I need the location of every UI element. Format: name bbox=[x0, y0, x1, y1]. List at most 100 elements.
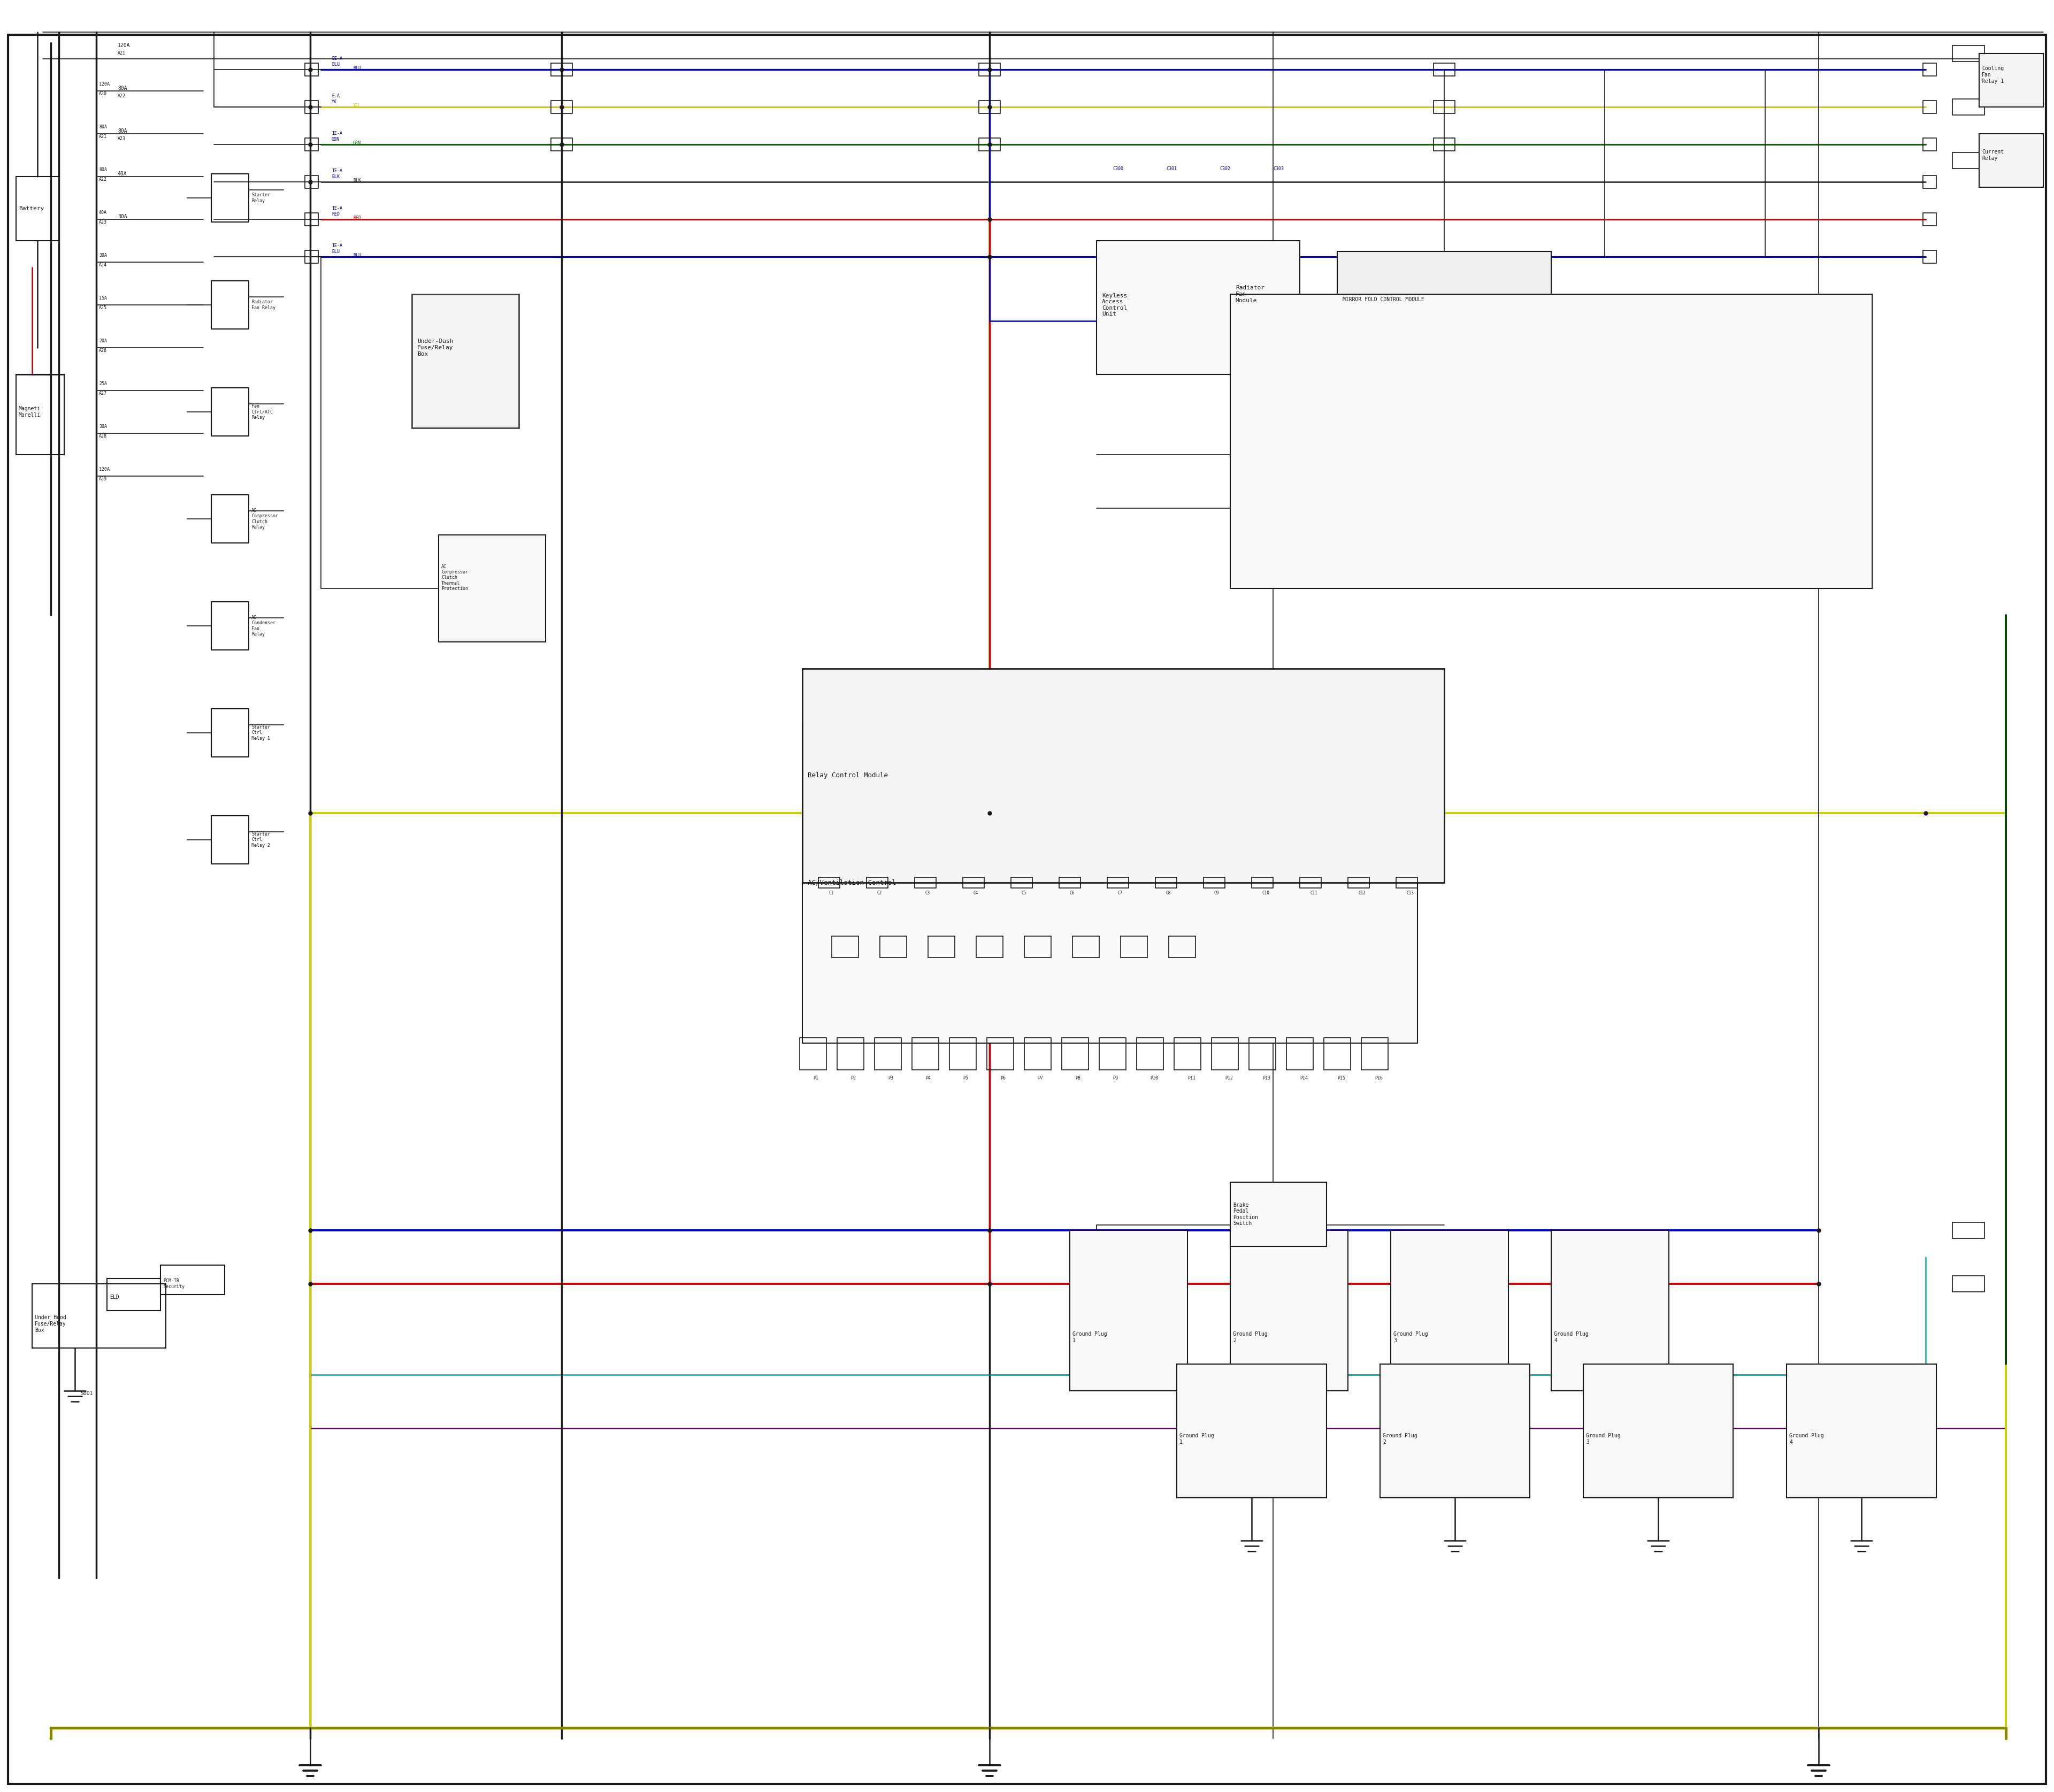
Bar bbox=[304, 176, 318, 188]
Text: Radiator
Fan
Module: Radiator Fan Module bbox=[1237, 285, 1265, 303]
Text: A22: A22 bbox=[117, 93, 125, 99]
Bar bbox=[832, 935, 859, 957]
Bar bbox=[212, 815, 249, 864]
Text: Starter
Ctrl
Relay 2: Starter Ctrl Relay 2 bbox=[251, 831, 271, 848]
Text: A23: A23 bbox=[117, 136, 125, 142]
Bar bbox=[875, 1038, 902, 1070]
Text: P14: P14 bbox=[1300, 1075, 1308, 1081]
Bar bbox=[1300, 878, 1321, 889]
Text: Magneti
Marelli: Magneti Marelli bbox=[18, 407, 41, 418]
Bar bbox=[1121, 935, 1148, 957]
Text: 80A: 80A bbox=[99, 125, 107, 129]
Bar bbox=[550, 100, 573, 113]
Bar bbox=[1953, 1276, 1984, 1292]
Text: A25: A25 bbox=[99, 305, 107, 310]
Text: C303: C303 bbox=[1273, 167, 1284, 170]
Text: Radiator
Fan Relay: Radiator Fan Relay bbox=[251, 299, 275, 310]
Text: C9: C9 bbox=[1214, 891, 1220, 896]
Bar bbox=[1923, 176, 1937, 188]
Bar bbox=[33, 1283, 166, 1348]
Text: IE-A
BLK: IE-A BLK bbox=[331, 168, 343, 179]
Text: 25A: 25A bbox=[99, 382, 107, 387]
Bar bbox=[550, 138, 573, 151]
Text: C3: C3 bbox=[926, 891, 930, 896]
Text: Ground Plug
3: Ground Plug 3 bbox=[1586, 1434, 1621, 1444]
Bar bbox=[160, 1265, 224, 1294]
Bar bbox=[1584, 1364, 1734, 1498]
Text: C7: C7 bbox=[1117, 891, 1124, 896]
Bar bbox=[1060, 878, 1080, 889]
Bar bbox=[550, 63, 573, 75]
Text: C12: C12 bbox=[1358, 891, 1366, 896]
Text: Starter
Ctrl
Relay 1: Starter Ctrl Relay 1 bbox=[251, 726, 271, 740]
Text: P6: P6 bbox=[1000, 1075, 1006, 1081]
Text: P10: P10 bbox=[1150, 1075, 1158, 1081]
Text: RED: RED bbox=[353, 215, 362, 220]
Text: C301: C301 bbox=[1167, 167, 1177, 170]
Bar bbox=[1062, 1038, 1089, 1070]
Bar bbox=[304, 213, 318, 226]
Bar bbox=[1230, 1183, 1327, 1247]
Text: C2: C2 bbox=[877, 891, 881, 896]
Text: P13: P13 bbox=[1263, 1075, 1269, 1081]
Bar bbox=[304, 138, 318, 151]
Text: 30A: 30A bbox=[117, 213, 127, 219]
Bar bbox=[1136, 1038, 1163, 1070]
Bar bbox=[1286, 1038, 1313, 1070]
Bar bbox=[304, 63, 318, 75]
Bar bbox=[1011, 878, 1033, 889]
Bar bbox=[1787, 1364, 1937, 1498]
Text: Ground Plug
1: Ground Plug 1 bbox=[1072, 1331, 1107, 1342]
Bar bbox=[1175, 1038, 1202, 1070]
Bar bbox=[1230, 1231, 1347, 1391]
Bar bbox=[1551, 1231, 1668, 1391]
Text: A23: A23 bbox=[99, 220, 107, 224]
Bar bbox=[1212, 1038, 1239, 1070]
Text: P15: P15 bbox=[1337, 1075, 1345, 1081]
Bar bbox=[914, 878, 937, 889]
Bar bbox=[986, 1038, 1013, 1070]
Bar bbox=[963, 878, 984, 889]
Text: C300: C300 bbox=[1113, 167, 1124, 170]
Bar bbox=[1325, 1038, 1352, 1070]
Bar bbox=[1070, 1231, 1187, 1391]
Text: Starter
Relay: Starter Relay bbox=[251, 194, 271, 202]
Text: C10: C10 bbox=[1263, 891, 1269, 896]
Text: P11: P11 bbox=[1187, 1075, 1195, 1081]
Bar bbox=[1923, 213, 1937, 226]
Text: A21: A21 bbox=[117, 52, 125, 56]
Text: A22: A22 bbox=[99, 177, 107, 181]
Text: Ground Plug
4: Ground Plug 4 bbox=[1789, 1434, 1824, 1444]
Bar bbox=[1434, 138, 1454, 151]
Text: 120A: 120A bbox=[99, 82, 109, 88]
Bar bbox=[107, 1278, 160, 1310]
Text: P8: P8 bbox=[1074, 1075, 1080, 1081]
Bar bbox=[1391, 1231, 1508, 1391]
Bar bbox=[212, 602, 249, 650]
Text: 40A: 40A bbox=[117, 172, 127, 177]
Bar bbox=[928, 935, 955, 957]
Text: 30A: 30A bbox=[99, 253, 107, 258]
Text: GRN: GRN bbox=[353, 142, 362, 145]
Bar bbox=[1397, 878, 1417, 889]
Text: AC
Condenser
Fan
Relay: AC Condenser Fan Relay bbox=[251, 615, 275, 636]
Bar bbox=[1025, 1038, 1052, 1070]
Text: 80A: 80A bbox=[99, 168, 107, 172]
Bar bbox=[212, 174, 249, 222]
Text: BLK: BLK bbox=[353, 179, 362, 183]
Bar bbox=[1169, 935, 1195, 957]
Bar bbox=[413, 294, 520, 428]
Text: C6: C6 bbox=[1070, 891, 1074, 896]
Bar bbox=[1107, 878, 1128, 889]
Bar bbox=[212, 710, 249, 756]
Text: Ground Plug
2: Ground Plug 2 bbox=[1232, 1331, 1267, 1342]
Text: P3: P3 bbox=[887, 1075, 893, 1081]
Text: MIRROR FOLD CONTROL MODULE: MIRROR FOLD CONTROL MODULE bbox=[1343, 297, 1423, 303]
Text: C1: C1 bbox=[830, 891, 834, 896]
Bar bbox=[212, 387, 249, 435]
Text: P12: P12 bbox=[1224, 1075, 1232, 1081]
Text: YEL: YEL bbox=[353, 104, 362, 108]
Text: PCM-TR
Security: PCM-TR Security bbox=[162, 1279, 185, 1288]
Text: 80A: 80A bbox=[117, 86, 127, 91]
Text: BLU: BLU bbox=[353, 66, 362, 72]
